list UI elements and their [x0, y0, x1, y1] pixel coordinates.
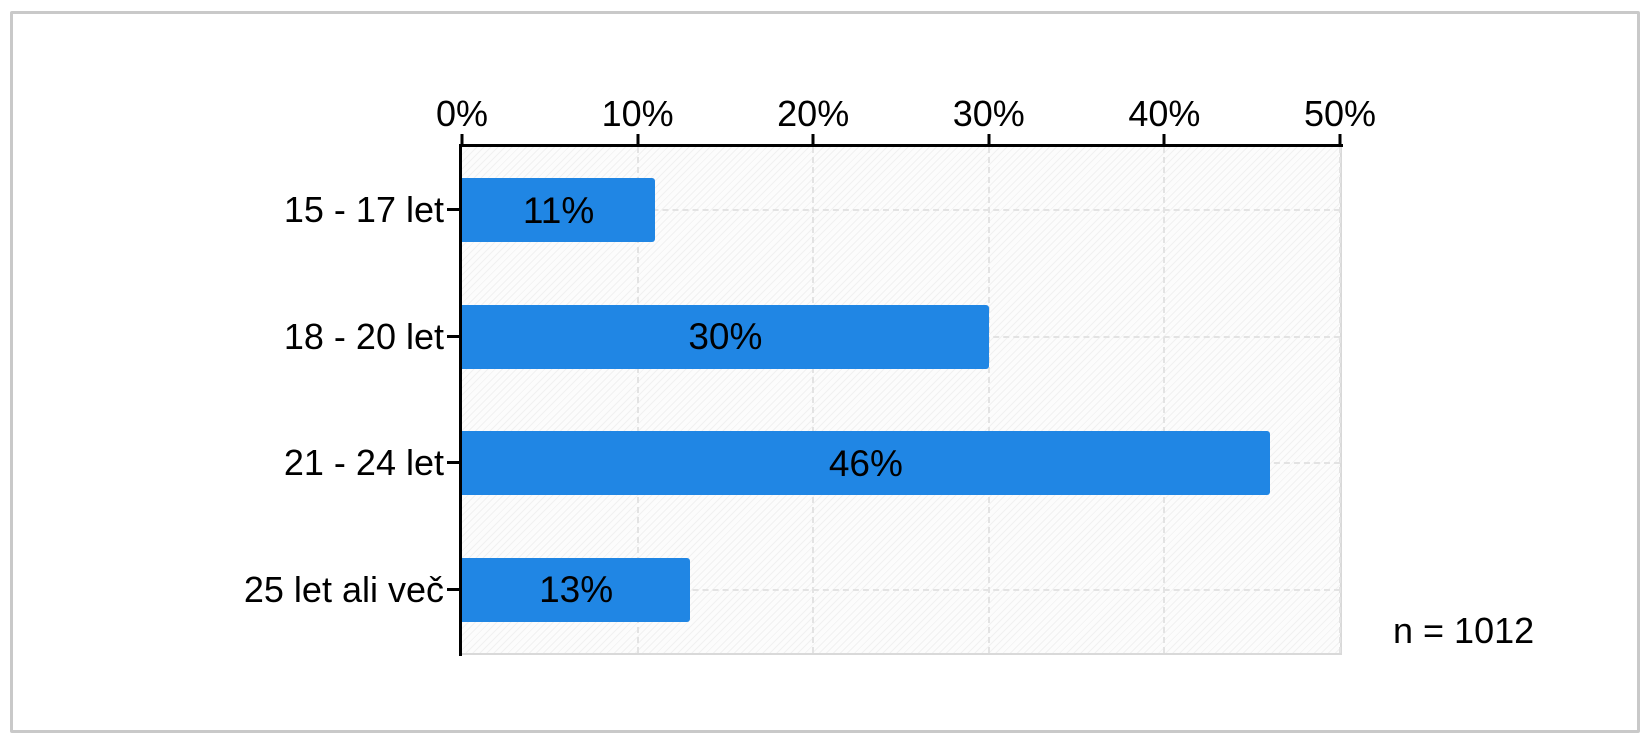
vertical-gridline	[987, 147, 990, 653]
category-label: 15 - 17 let	[283, 189, 444, 231]
horizontal-gridline	[462, 209, 1340, 212]
bar: 11%	[462, 178, 656, 243]
y-tick-mark	[447, 461, 459, 465]
sample-size-label: n = 1012	[1393, 610, 1535, 651]
y-axis-line	[459, 144, 462, 656]
x-tick-mark	[1162, 134, 1166, 144]
bar-value-label: 46%	[828, 442, 903, 484]
vertical-gridline	[1163, 147, 1166, 653]
bar-value-label: 11%	[522, 189, 595, 231]
bar-value-label: 30%	[688, 316, 763, 358]
y-tick-mark	[447, 334, 459, 338]
plot-area: 11% 30% 46% 13%	[462, 147, 1342, 655]
x-tick-label: 50%	[1303, 93, 1377, 134]
y-axis-labels: 15 - 17 let 18 - 20 let 21 - 24 let 25 let …	[0, 147, 444, 653]
x-tick-mark	[460, 134, 464, 144]
x-tick-label: 0%	[435, 93, 489, 134]
bar: 30%	[462, 304, 989, 369]
x-axis-labels: 0% 10% 20% 30% 40% 50%	[436, 88, 1376, 134]
bar: 13%	[462, 557, 691, 622]
category-label: 18 - 20 let	[283, 315, 444, 357]
y-tick-mark	[447, 587, 459, 591]
bar: 46%	[462, 431, 1270, 496]
bar-value-label: 13%	[539, 569, 614, 611]
vertical-gridline	[636, 147, 639, 653]
category-label: 25 let ali več	[243, 568, 444, 610]
x-tick-mark	[636, 134, 640, 144]
x-tick-label: 20%	[777, 93, 850, 134]
vertical-gridline	[812, 147, 815, 653]
x-tick-mark	[811, 134, 815, 144]
x-tick-label: 10%	[601, 93, 674, 134]
x-tick-label: 40%	[1128, 93, 1201, 134]
category-label: 21 - 24 let	[283, 442, 444, 484]
x-tick-mark	[1338, 134, 1342, 144]
x-axis-line	[459, 144, 1343, 147]
y-axis-ticks	[447, 147, 459, 653]
vertical-gridline	[1339, 147, 1341, 653]
x-tick-mark	[987, 134, 991, 144]
horizontal-gridline	[462, 588, 1340, 591]
y-tick-mark	[447, 208, 459, 212]
x-tick-label: 30%	[952, 93, 1025, 134]
x-axis-ticks	[460, 134, 1342, 144]
